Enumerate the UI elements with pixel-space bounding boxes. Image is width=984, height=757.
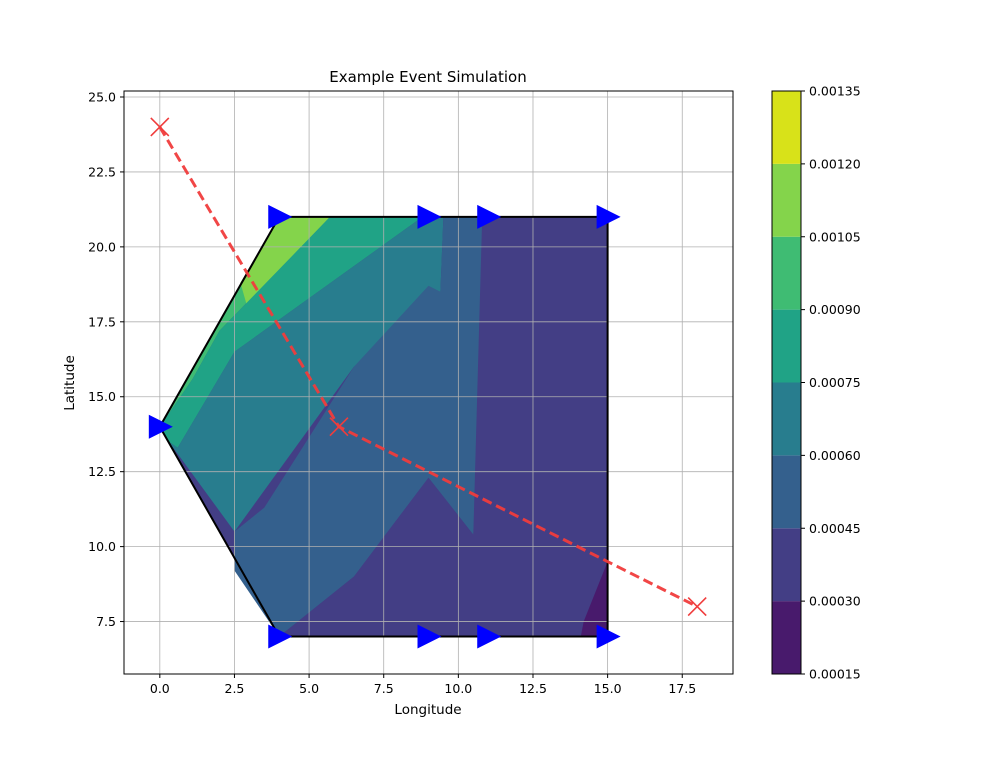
triangle-marker-1 <box>417 204 442 229</box>
event-marker-2 <box>687 596 707 617</box>
y-tick-label: 17.5 <box>88 314 116 329</box>
y-tick-label: 15.0 <box>88 389 116 404</box>
colorbar-band-6 <box>772 163 801 237</box>
colorbar: 0.00015 0.00030 0.00045 0.00060 0.00075 0.000… <box>771 84 861 682</box>
colorbar-tick-label: 0.00060 <box>809 448 861 463</box>
triangle-marker-layer <box>148 204 621 649</box>
colorbar-tick-label: 0.00090 <box>809 302 861 317</box>
colorbar-band-4 <box>772 309 801 383</box>
domain-boundary-line <box>158 215 609 638</box>
y-axis-label: Latitude <box>62 355 78 411</box>
colorbar-band-3 <box>772 382 801 456</box>
x-tick-label: 15.0 <box>594 681 622 696</box>
colorbar-tick-label: 0.00045 <box>809 521 861 536</box>
x-axis-label: Longitude <box>394 702 461 718</box>
domain-boundary-layer <box>158 215 609 638</box>
contour-region-1 <box>240 216 330 304</box>
x-tick-label: 2.5 <box>225 681 245 696</box>
colorbar-band-2 <box>772 455 801 529</box>
colorbar-tick-label: 0.00135 <box>809 84 861 99</box>
triangle-marker-4 <box>148 414 173 439</box>
contour-region-2 <box>159 216 423 448</box>
y-tick-label: 10.0 <box>88 539 116 554</box>
colorbar-tick-label: 0.00030 <box>809 594 861 609</box>
colorbar-tick-label: 0.00075 <box>809 375 861 390</box>
colorbar-band-5 <box>772 236 801 310</box>
triangle-marker-3 <box>596 204 621 229</box>
colorbar-band-0 <box>772 601 801 674</box>
x-tick-label: 12.5 <box>519 681 547 696</box>
x-tick-label: 17.5 <box>668 681 696 696</box>
x-axis-ticks: 0.0 2.5 5.0 7.5 10.0 12.5 15.0 17.5 <box>150 674 696 696</box>
y-tick-label: 7.5 <box>96 614 116 629</box>
triangle-marker-8 <box>596 624 621 649</box>
triangle-marker-6 <box>417 624 442 649</box>
colorbar-band-1 <box>772 528 801 602</box>
x-tick-label: 10.0 <box>444 681 472 696</box>
chart-title: Example Event Simulation <box>329 68 526 86</box>
x-tick-label: 5.0 <box>299 681 319 696</box>
triangle-marker-7 <box>477 624 502 649</box>
colorbar-band-7 <box>772 91 801 164</box>
colorbar-tick-label: 0.00105 <box>809 229 861 244</box>
event-marker-0 <box>150 117 170 137</box>
y-tick-label: 25.0 <box>88 89 116 104</box>
plot-frame <box>123 90 734 675</box>
event-track-layer <box>150 117 707 617</box>
triangle-marker-5 <box>268 624 293 649</box>
y-tick-label: 20.0 <box>88 239 116 254</box>
colorbar-tick-label: 0.00120 <box>809 156 861 171</box>
triangle-marker-2 <box>477 204 502 229</box>
y-tick-label: 22.5 <box>88 164 116 179</box>
x-tick-label: 7.5 <box>374 681 394 696</box>
x-tick-label: 0.0 <box>150 681 170 696</box>
grid-layer <box>124 91 733 674</box>
y-tick-label: 12.5 <box>88 464 116 479</box>
colorbar-tick-label: 0.00015 <box>809 667 861 682</box>
triangle-marker-0 <box>268 204 293 229</box>
event-marker-1 <box>329 417 349 437</box>
y-axis-ticks: 7.5 10.0 12.5 15.0 17.5 20.0 22.5 25.0 <box>88 89 124 629</box>
contour-region-6 <box>580 561 608 637</box>
